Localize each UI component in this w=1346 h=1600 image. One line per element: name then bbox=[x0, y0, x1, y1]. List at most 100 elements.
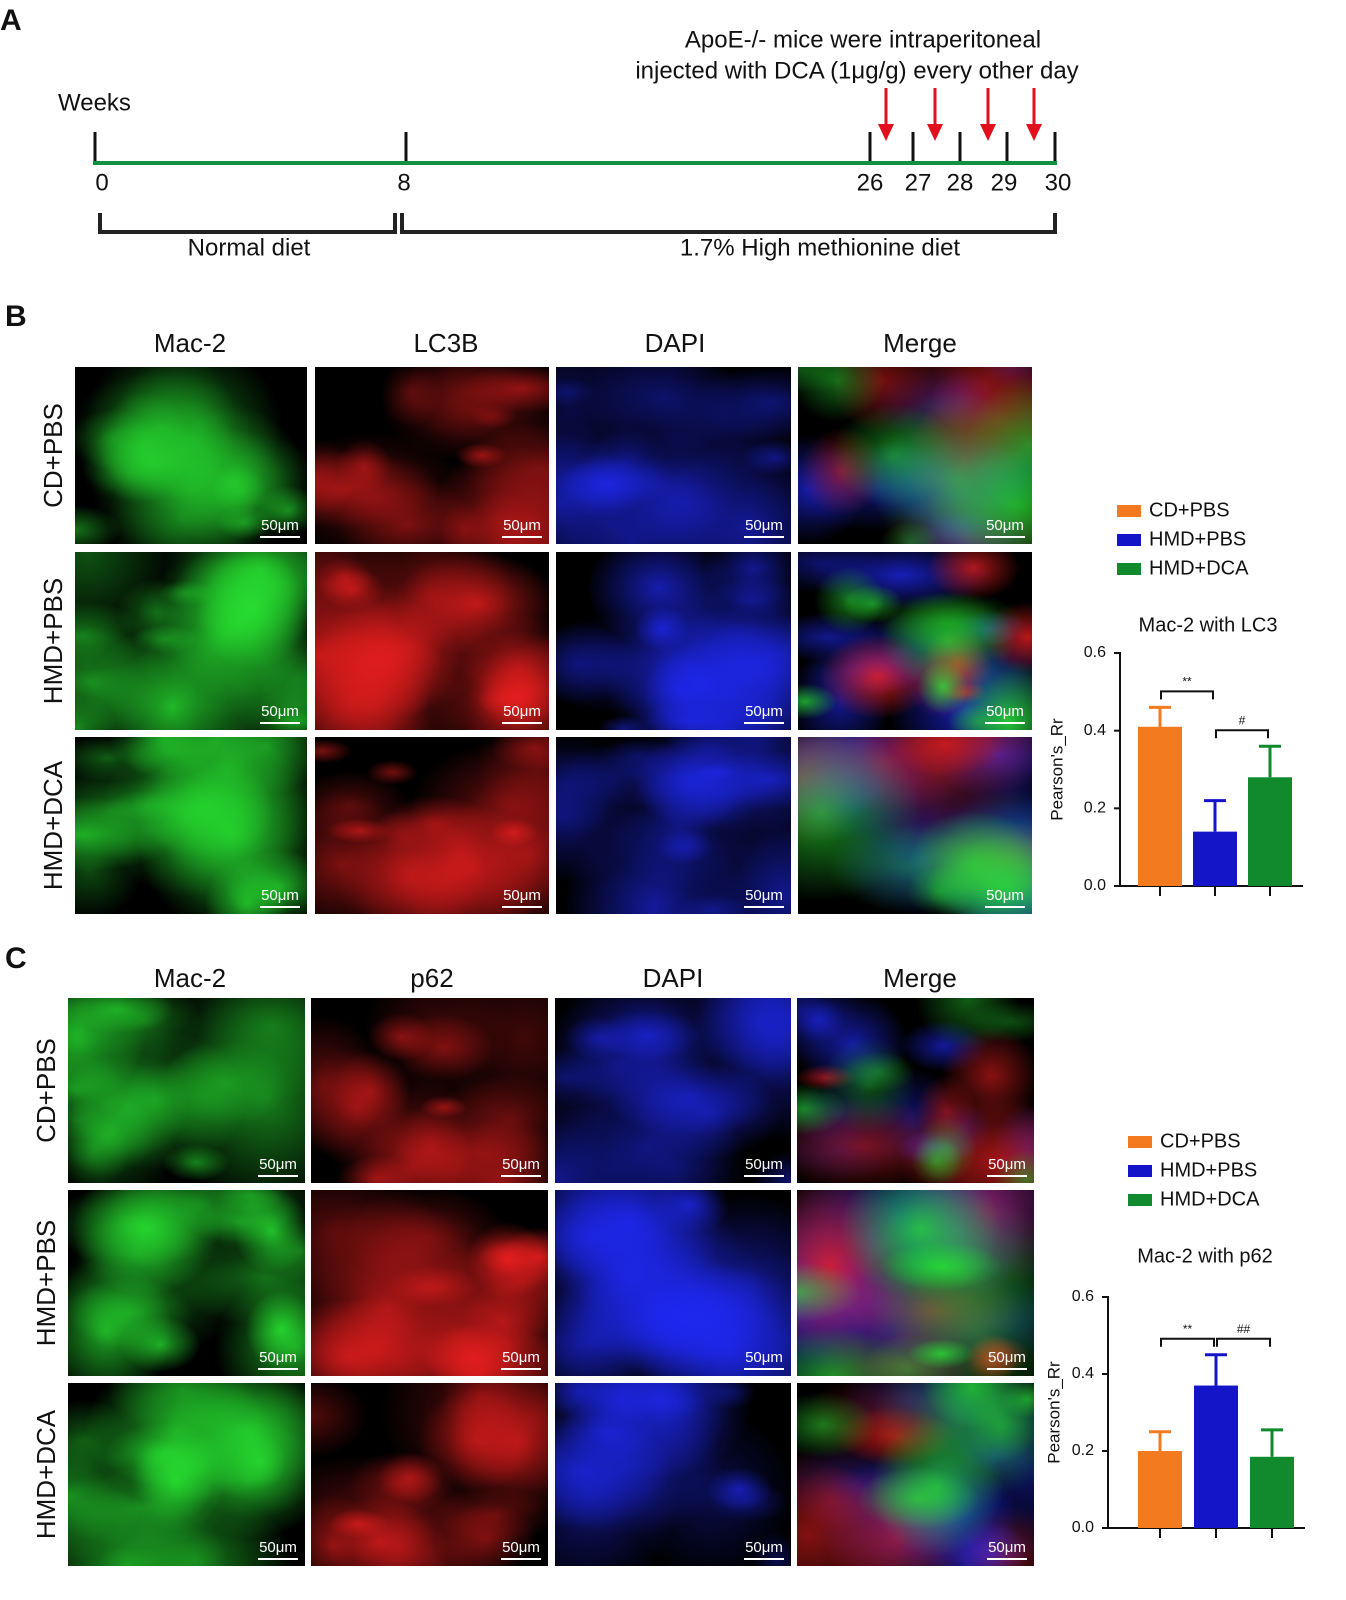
scale-bar-label: 50μm bbox=[745, 1349, 783, 1366]
significance-bracket bbox=[1160, 690, 1214, 700]
scale-bar-label: 50μm bbox=[261, 703, 299, 720]
week-label: 28 bbox=[947, 169, 974, 196]
micrograph bbox=[556, 367, 791, 544]
panel-label: C bbox=[5, 942, 27, 975]
week-label: 29 bbox=[991, 169, 1018, 196]
column-header: LC3B bbox=[413, 328, 478, 358]
micrograph bbox=[75, 737, 307, 914]
legend-swatch bbox=[1117, 505, 1141, 517]
legend-label: HMD+PBS bbox=[1149, 528, 1246, 550]
scale-bar-label: 50μm bbox=[502, 1539, 540, 1556]
significance-label: ** bbox=[1183, 1322, 1193, 1336]
column-header: Merge bbox=[883, 328, 957, 358]
micrograph bbox=[797, 1383, 1034, 1566]
row-label: CD+PBS bbox=[38, 403, 68, 508]
legend-label: CD+PBS bbox=[1160, 1130, 1241, 1152]
micrograph bbox=[315, 552, 549, 730]
micrograph bbox=[68, 1190, 305, 1376]
y-tick-label: 0.2 bbox=[1072, 1442, 1094, 1459]
significance-label: ** bbox=[1182, 675, 1192, 689]
significance-label: # bbox=[1239, 713, 1246, 727]
scale-bar-label: 50μm bbox=[986, 703, 1024, 720]
micrograph bbox=[797, 998, 1034, 1183]
scale-bar-label: 50μm bbox=[745, 1156, 783, 1173]
micrograph bbox=[555, 1190, 791, 1376]
micrograph bbox=[556, 552, 791, 730]
week-label: 27 bbox=[905, 169, 932, 196]
micrograph bbox=[68, 998, 305, 1183]
column-header: Mac-2 bbox=[154, 963, 226, 993]
bar bbox=[1250, 1456, 1294, 1528]
scale-bar-label: 50μm bbox=[259, 1539, 297, 1556]
axis-label: Weeks bbox=[58, 89, 131, 116]
column-header: p62 bbox=[410, 963, 453, 993]
phase-label: 1.7% High methionine diet bbox=[680, 234, 961, 261]
scale-bar-label: 50μm bbox=[503, 887, 541, 904]
micrograph bbox=[315, 367, 549, 544]
annotation: ApoE-/- mice were intraperitoneal bbox=[685, 26, 1041, 53]
phase-label: Normal diet bbox=[188, 234, 311, 261]
legend-swatch bbox=[1128, 1194, 1152, 1206]
bar bbox=[1193, 831, 1237, 886]
scale-bar-label: 50μm bbox=[988, 1539, 1026, 1556]
micrograph bbox=[555, 998, 791, 1183]
scale-bar-label: 50μm bbox=[745, 1539, 783, 1556]
phase-bracket bbox=[400, 213, 1057, 234]
row-label: HMD+DCA bbox=[31, 1409, 61, 1539]
micrograph bbox=[797, 1190, 1034, 1376]
annotation: injected with DCA (1μg/g) every other da… bbox=[635, 57, 1078, 84]
micrograph bbox=[311, 1383, 548, 1566]
legend-swatch bbox=[1117, 563, 1141, 575]
significance-bracket bbox=[1216, 1337, 1271, 1347]
arrow-head bbox=[980, 124, 996, 141]
y-axis-label: Pearson's_Rr bbox=[1047, 718, 1066, 821]
micrograph bbox=[798, 737, 1032, 914]
scale-bar-label: 50μm bbox=[986, 887, 1024, 904]
y-tick-label: 0.4 bbox=[1072, 1365, 1094, 1382]
micrograph bbox=[315, 737, 549, 914]
legend-label: HMD+DCA bbox=[1160, 1188, 1260, 1210]
scale-bar-label: 50μm bbox=[745, 887, 783, 904]
scale-bar-label: 50μm bbox=[259, 1349, 297, 1366]
significance-bracket bbox=[1160, 1337, 1215, 1347]
scale-bar-label: 50μm bbox=[502, 1349, 540, 1366]
scale-bar-label: 50μm bbox=[745, 703, 783, 720]
column-header: Merge bbox=[883, 963, 957, 993]
legend-label: HMD+PBS bbox=[1160, 1159, 1257, 1181]
micrograph bbox=[798, 552, 1032, 730]
micrograph bbox=[311, 1190, 548, 1376]
row-label: HMD+PBS bbox=[38, 578, 68, 704]
legend-swatch bbox=[1128, 1165, 1152, 1177]
chart-title: Mac-2 with LC3 bbox=[1139, 614, 1278, 636]
scale-bar-label: 50μm bbox=[988, 1156, 1026, 1173]
arrow-head bbox=[927, 124, 943, 141]
micrograph bbox=[75, 552, 307, 730]
scale-bar-label: 50μm bbox=[988, 1349, 1026, 1366]
micrograph bbox=[68, 1383, 305, 1566]
scale-bar-label: 50μm bbox=[503, 517, 541, 534]
panel-label: A bbox=[0, 4, 22, 37]
phase-bracket bbox=[98, 213, 397, 234]
row-label: HMD+PBS bbox=[31, 1220, 61, 1346]
arrow-head bbox=[1026, 124, 1042, 141]
scale-bar-label: 50μm bbox=[502, 1156, 540, 1173]
week-label: 30 bbox=[1045, 169, 1072, 196]
y-axis-label: Pearson's_Rr bbox=[1044, 1361, 1063, 1464]
scale-bar-label: 50μm bbox=[259, 1156, 297, 1173]
column-header: Mac-2 bbox=[154, 328, 226, 358]
row-label: CD+PBS bbox=[31, 1038, 61, 1143]
y-tick-label: 0.6 bbox=[1084, 644, 1106, 661]
micrograph bbox=[556, 737, 791, 914]
scale-bar-label: 50μm bbox=[745, 517, 783, 534]
scale-bar-label: 50μm bbox=[986, 517, 1024, 534]
bar bbox=[1138, 1451, 1182, 1528]
legend-label: CD+PBS bbox=[1149, 499, 1230, 521]
week-label: 0 bbox=[95, 169, 108, 196]
micrograph bbox=[75, 367, 307, 544]
legend-swatch bbox=[1128, 1136, 1152, 1148]
significance-label: ## bbox=[1237, 1322, 1251, 1336]
week-label: 8 bbox=[397, 169, 410, 196]
column-header: DAPI bbox=[645, 328, 706, 358]
